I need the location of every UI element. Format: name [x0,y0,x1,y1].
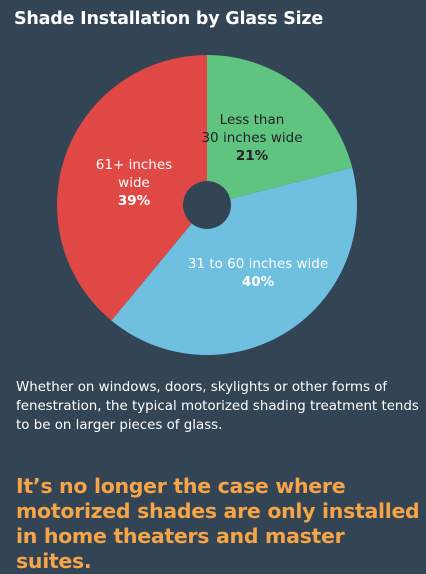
slice-label-line: 30 inches wide [201,130,302,146]
slice-label-61-inches-wide: 61+ inches wide 39% [96,157,172,209]
slice-value-label: 39% [118,193,151,209]
chart-title: Shade Installation by Glass Size [14,9,324,29]
slice-label-31-to-60-inches-wide: 31 to 60 inches wide 40% [188,256,328,290]
slice-value-label: 21% [236,148,269,164]
slice-value-label: 40% [242,274,275,290]
donut-chart: Less than 30 inches wide 21% 31 to 60 inche… [56,55,358,355]
slice-label-line: 61+ inches [96,157,172,173]
callout-text: It’s no longer the case where motorized … [16,474,420,573]
pie-slice-61-inches-wide [56,55,208,321]
description-text: Whether on windows, doors, skylights or … [16,380,419,433]
donut-hole [183,181,231,229]
slice-label-line: wide [118,175,150,191]
pie-slice-less-than-30-inches-wide [207,55,353,205]
slice-label-less-than-30-inches-wide: Less than 30 inches wide 21% [201,112,302,164]
slice-label-line: 31 to 60 inches wide [188,256,328,272]
slice-label-line: Less than [220,112,285,128]
pie-slice-31-to-60-inches-wide [111,167,358,355]
